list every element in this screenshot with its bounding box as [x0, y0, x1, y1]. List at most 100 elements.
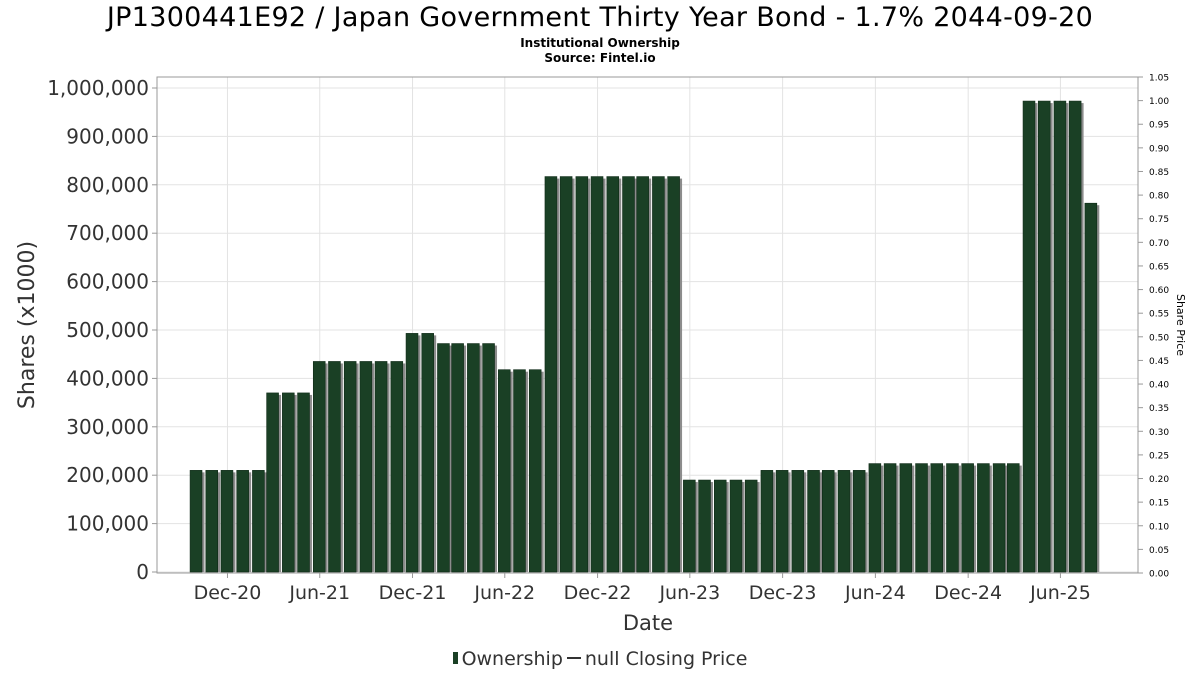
ownership-bar — [744, 479, 760, 573]
x-axis: Dec-20 Jun-21 Dec-21 Jun-22 Dec-22 Jun-23 Dec-… — [194, 573, 1091, 604]
ownership-bars — [189, 100, 1100, 573]
ownership-bar-face — [837, 470, 851, 573]
ownership-bar — [359, 361, 375, 573]
ownership-bar-face — [297, 392, 310, 573]
ownership-bar — [559, 176, 575, 573]
ownership-bar-face — [1084, 202, 1098, 573]
y2-tick-label: 0.15 — [1149, 499, 1169, 509]
ownership-bar — [590, 176, 606, 573]
y2-tick-label: 0.50 — [1149, 333, 1169, 343]
plot-area-frame — [156, 76, 1139, 574]
ownership-bar — [837, 470, 853, 573]
ownership-bar — [899, 463, 915, 573]
y2-tick-label: 1.05 — [1149, 74, 1169, 84]
ownership-bar — [698, 479, 713, 573]
ownership-bar — [405, 333, 421, 573]
ownership-bar-face — [544, 176, 558, 573]
y2-tick-label: 0.60 — [1149, 286, 1169, 296]
y2-tick-label: 0.25 — [1149, 451, 1169, 461]
legend-ownership-swatch — [452, 652, 458, 664]
y2-tick-label: 0.85 — [1149, 168, 1169, 178]
ownership-bar — [513, 369, 528, 573]
ownership-bar — [390, 361, 406, 573]
y-tick-label: 400,000 — [66, 366, 149, 390]
ownership-bar-face — [405, 333, 419, 573]
ownership-bar — [328, 361, 343, 573]
ownership-bar — [977, 463, 992, 573]
ownership-bar-face — [559, 176, 573, 573]
ownership-bar-face — [683, 479, 696, 573]
ownership-bar — [467, 343, 482, 573]
y2-tick-label: 0.35 — [1149, 404, 1169, 414]
ownership-bar-face — [606, 176, 620, 573]
ownership-bar-face — [977, 463, 990, 573]
ownership-bar — [636, 176, 652, 573]
y2-tick-label: 0.45 — [1149, 357, 1169, 367]
ownership-bar-face — [1037, 100, 1051, 573]
x-tick-label: Jun-23 — [658, 582, 720, 604]
y2-tick-label: 0.55 — [1149, 310, 1169, 320]
ownership-bar — [961, 463, 977, 573]
ownership-bar-face — [437, 343, 450, 573]
ownership-bar-face — [652, 176, 665, 573]
y-axis-right: 0.00 0.05 0.10 0.15 0.20 0.25 0.30 0.35 0.40 0.45… — [1138, 74, 1169, 580]
ownership-bar — [883, 463, 899, 573]
ownership-bar — [683, 479, 698, 573]
ownership-bar-face — [1007, 463, 1020, 573]
ownership-bar — [266, 392, 282, 573]
ownership-bar-face — [1053, 100, 1067, 573]
ownership-bar — [312, 361, 328, 573]
x-tick-label: Dec-23 — [749, 582, 817, 604]
ownership-bar-face — [451, 343, 464, 573]
ownership-bar — [451, 343, 467, 573]
y-axis-label: Shares (x1000) — [15, 241, 40, 409]
ownership-bar-face — [252, 470, 265, 573]
legend-ownership-label: Ownership — [461, 648, 563, 670]
ownership-bar — [807, 470, 822, 573]
ownership-bar-face — [312, 361, 326, 573]
ownership-bar-face — [698, 479, 711, 573]
y-tick-label: 1,000,000 — [47, 76, 149, 100]
subtitle-line-source: Source: Fintel.io — [544, 51, 656, 65]
ownership-bar-face — [868, 463, 882, 573]
y2-tick-label: 0.70 — [1149, 239, 1169, 249]
y2-tick-label: 0.10 — [1149, 522, 1169, 532]
ownership-bar-face — [266, 392, 279, 573]
ownership-bar-face — [1068, 100, 1082, 573]
y2-axis-label: Share Price — [1174, 294, 1187, 356]
ownership-bar — [343, 361, 359, 573]
ownership-bar — [282, 392, 297, 573]
ownership-bar-face — [498, 369, 511, 573]
ownership-bar — [821, 470, 837, 573]
ownership-bar — [915, 463, 930, 573]
x-tick-label: Jun-22 — [473, 582, 535, 604]
ownership-bar — [374, 361, 390, 573]
ownership-bar — [1053, 100, 1069, 573]
y2-tick-label: 0.65 — [1149, 262, 1169, 272]
ownership-bar-face — [852, 470, 866, 573]
ownership-bar-face — [374, 361, 388, 573]
ownership-bar-face — [513, 369, 526, 573]
ownership-bar-face — [236, 470, 249, 573]
ownership-bar — [220, 470, 236, 573]
ownership-bar-face — [343, 361, 357, 573]
ownership-bar — [729, 479, 745, 573]
ownership-bar-face — [467, 343, 480, 573]
ownership-bar-face — [220, 470, 234, 573]
ownership-bar — [1068, 100, 1084, 573]
ownership-bar-face — [667, 176, 680, 573]
y2-tick-label: 0.20 — [1149, 475, 1169, 485]
y-tick-label: 700,000 — [66, 221, 149, 245]
x-tick-label: Dec-24 — [934, 582, 1002, 604]
ownership-bar-face — [189, 470, 203, 573]
legend-closing-price-label: null Closing Price — [584, 648, 748, 670]
ownership-bar-face — [899, 463, 913, 573]
ownership-bar — [760, 470, 776, 573]
ownership-bar — [189, 470, 205, 573]
ownership-bar — [713, 479, 729, 573]
ownership-bar-face — [821, 470, 835, 573]
x-axis-label: Date — [623, 611, 673, 635]
ownership-bar — [992, 463, 1008, 573]
ownership-bar-face — [622, 176, 635, 573]
y2-tick-label: 0.30 — [1149, 428, 1169, 438]
